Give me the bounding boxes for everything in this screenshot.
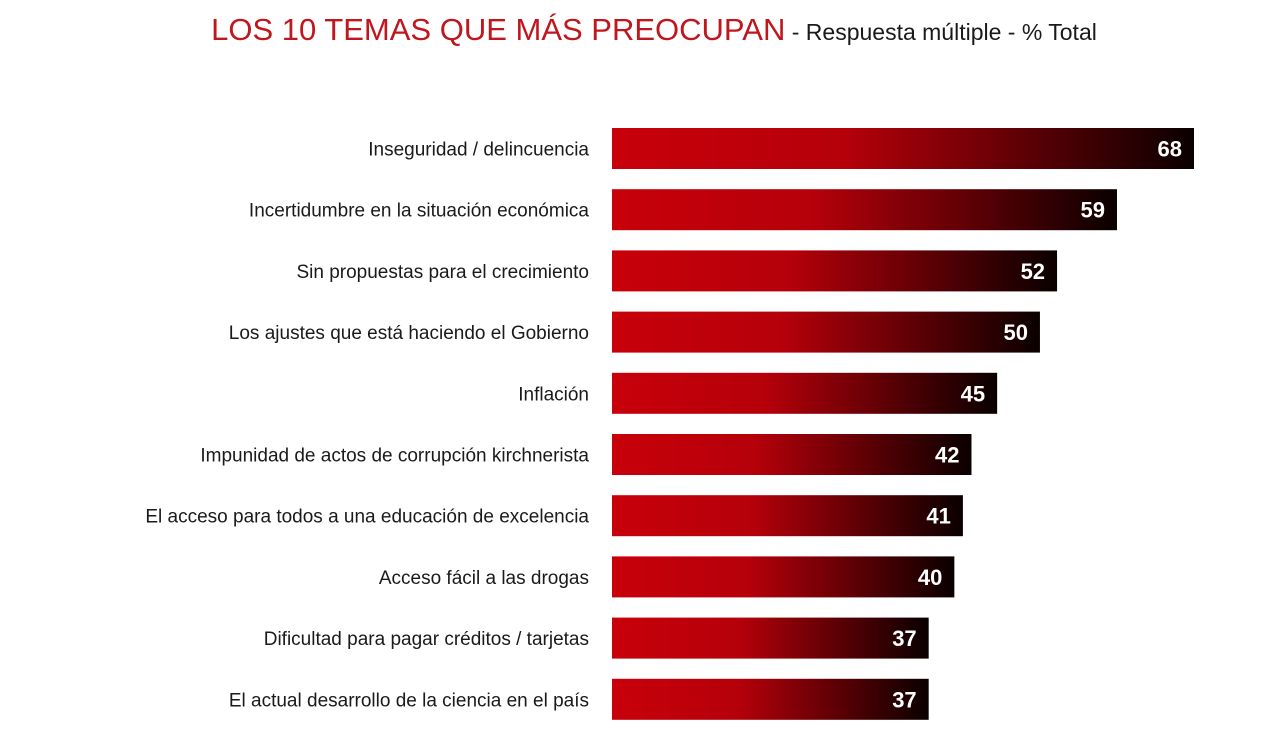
value-label-9: 37: [892, 626, 916, 651]
bar-6: [612, 434, 972, 475]
bar-5: [612, 372, 998, 414]
category-label-10: El actual desarrollo de la ciencia en el…: [229, 690, 589, 711]
category-label-1: Inseguridad / delincuencia: [368, 140, 589, 161]
value-label-7: 41: [926, 504, 950, 529]
bar-9: [612, 617, 929, 659]
category-label-7: El acceso para todos a una educación de …: [145, 507, 589, 528]
value-label-10: 37: [892, 687, 916, 712]
chart-title-main: LOS 10 TEMAS QUE MÁS PREOCUPAN: [211, 12, 786, 47]
category-label-2: Incertidumbre en la situación económica: [249, 201, 590, 222]
category-label-9: Dificultad para pagar créditos / tarjeta…: [264, 629, 589, 650]
bar-2: [612, 189, 1117, 231]
value-label-5: 45: [961, 381, 985, 406]
category-label-8: Acceso fácil a las drogas: [379, 568, 589, 589]
value-label-3: 52: [1021, 259, 1045, 284]
bar-10: [612, 678, 929, 720]
value-label-1: 68: [1158, 137, 1182, 162]
value-label-2: 59: [1080, 198, 1104, 223]
category-label-6: Impunidad de actos de corrupción kirchne…: [200, 446, 589, 467]
value-label-4: 50: [1003, 320, 1027, 345]
category-label-4: Los ajustes que está haciendo el Gobiern…: [229, 323, 589, 344]
bars-layer: Inseguridad / delincuencia 68 Incertidumbr…: [145, 128, 1194, 720]
value-label-8: 40: [918, 565, 942, 590]
bar-7: [612, 495, 963, 537]
chart-title: LOS 10 TEMAS QUE MÁS PREOCUPAN - Respues…: [0, 12, 1280, 48]
bar-1: [612, 128, 1194, 169]
bar-3: [612, 250, 1058, 292]
value-label-6: 42: [935, 443, 959, 468]
category-label-5: Inflación: [518, 384, 589, 405]
category-label-3: Sin propuestas para el crecimiento: [296, 262, 589, 283]
bar-4: [612, 311, 1040, 353]
bar-8: [612, 556, 955, 598]
chart-subtitle: - Respuesta múltiple - % Total: [785, 19, 1097, 45]
